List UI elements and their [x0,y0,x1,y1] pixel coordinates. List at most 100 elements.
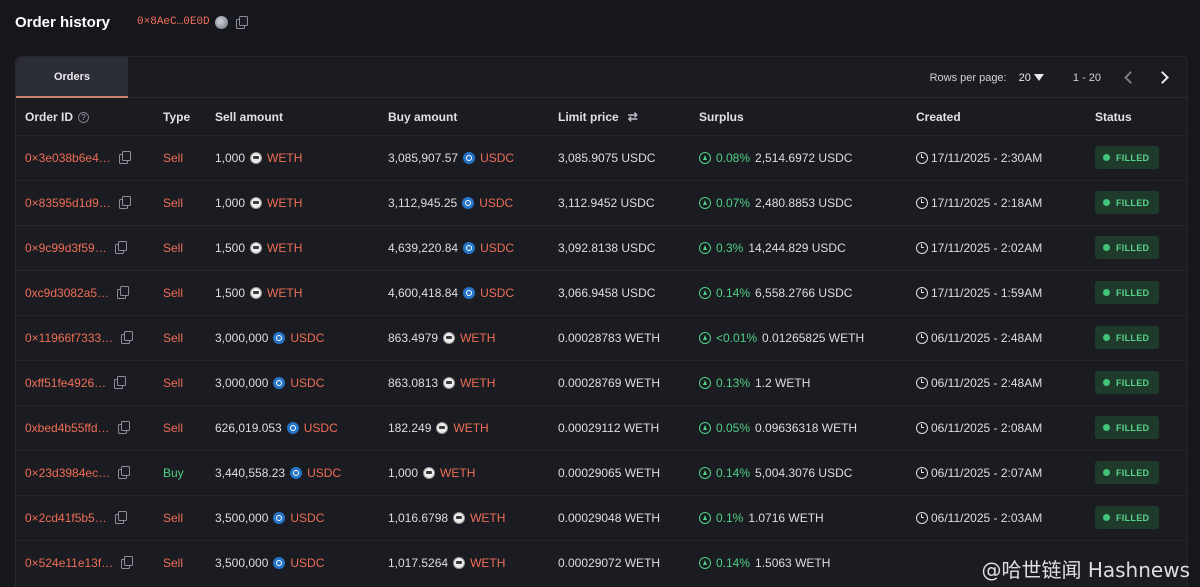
arrow-up-circle-icon [699,196,711,209]
order-id[interactable]: 0×23d3984ec… [25,465,111,480]
surplus-cell: 0.1% 1.0716 WETH [699,494,916,540]
copy-order-id-icon[interactable] [121,555,134,569]
table-row[interactable]: 0×3e038b6e4… Sell 1,000 WETH 3,085,907.57 USD… [16,134,1187,180]
sell-token[interactable]: WETH [267,150,303,165]
table-row[interactable]: 0×524e11e13f… Sell 3,500,000 USDC 1,017.5264… [16,539,1187,585]
chevron-right-icon[interactable] [1156,71,1169,84]
order-id[interactable]: 0×3e038b6e4… [25,150,111,165]
buy-token[interactable]: WETH [440,465,476,480]
surplus-amount: 1.0716 WETH [748,510,824,525]
col-sell-amount: Sell amount [215,109,284,124]
order-id-cell[interactable]: 0xff51fe4926… [16,359,163,405]
copy-order-id-icon[interactable] [114,240,127,254]
limit-price: 0.00029072 WETH [558,539,699,585]
sell-token[interactable]: WETH [267,240,303,255]
weth-icon [250,286,263,299]
status-badge: FILLED [1095,281,1159,304]
copy-address-icon[interactable] [235,16,248,29]
rows-per-page-select[interactable]: 20 [1018,71,1031,84]
sell-token[interactable]: USDC [290,510,325,525]
table-row[interactable]: 0xff51fe4926… Sell 3,000,000 USDC 863.0813 WE… [16,359,1187,405]
caret-down-icon[interactable] [1033,74,1044,81]
copy-order-id-icon[interactable] [118,195,131,209]
status-label: FILLED [1116,512,1150,523]
order-id[interactable]: 0xff51fe4926… [25,375,107,390]
sell-amount: 3,000,000 [215,375,269,390]
sell-token[interactable]: USDC [290,375,325,390]
surplus-cell: 0.07% 2,480.8853 USDC [699,179,916,225]
buy-amount-cell: 182.249 WETH [388,404,558,450]
col-limit-price: Limit price ⇄ [558,109,638,124]
status-dot-icon [1103,514,1110,521]
help-icon[interactable]: ? [78,111,90,123]
buy-token[interactable]: WETH [460,375,496,390]
order-id[interactable]: 0xbed4b55ffd… [25,420,110,435]
usdc-icon [286,421,299,434]
copy-order-id-icon[interactable] [114,510,127,524]
order-id[interactable]: 0×2cd41f5b5… [25,510,107,525]
order-id[interactable]: 0×9c99d3f59… [25,240,107,255]
chevron-left-icon[interactable] [1124,71,1137,84]
order-id[interactable]: 0×11966f7333… [25,330,114,345]
order-id-cell[interactable]: 0xbed4b55ffd… [16,404,163,450]
order-id-cell[interactable]: 0×2cd41f5b5… [16,494,163,540]
sell-token[interactable]: USDC [307,465,342,480]
buy-token[interactable]: USDC [480,240,515,255]
order-id[interactable]: 0×524e11e13f… [25,555,114,570]
copy-order-id-icon[interactable] [117,285,130,299]
sell-token[interactable]: USDC [303,420,338,435]
surplus-cell: 0.05% 0.09636318 WETH [699,404,916,450]
sell-token[interactable]: USDC [290,330,325,345]
order-type: Sell [163,134,215,180]
wallet-address[interactable]: 0×8AeC…0E0D [137,16,210,28]
table-row[interactable]: 0xc9d3082a5… Sell 1,500 WETH 4,600,418.84 USD… [16,269,1187,315]
buy-token[interactable]: WETH [460,330,496,345]
table-row[interactable]: 0×83595d1d9… Sell 1,000 WETH 3,112,945.25 USD… [16,179,1187,225]
order-id-cell[interactable]: 0×524e11e13f… [16,539,163,585]
table-row[interactable]: 0xbed4b55ffd… Sell 626,019.053 USDC 182.249 W… [16,404,1187,450]
buy-token[interactable]: USDC [479,195,514,210]
sell-amount: 3,000,000 [215,330,269,345]
order-id[interactable]: 0×83595d1d9… [25,195,111,210]
copy-order-id-icon[interactable] [118,465,131,479]
swap-icon[interactable]: ⇄ [627,109,638,124]
copy-order-id-icon[interactable] [117,420,130,434]
sell-amount-cell: 3,000,000 USDC [215,314,388,360]
sell-token[interactable]: WETH [267,195,303,210]
sell-token[interactable]: WETH [267,285,303,300]
buy-token[interactable]: WETH [453,420,489,435]
status-cell: FILLED [1095,449,1187,495]
order-id-cell[interactable]: 0xc9d3082a5… [16,269,163,315]
buy-token[interactable]: WETH [470,555,506,570]
surplus-cell: <0.01% 0.01265825 WETH [699,314,916,360]
table-row[interactable]: 0×9c99d3f59… Sell 1,500 WETH 4,639,220.84 USD… [16,224,1187,270]
copy-order-id-icon[interactable] [114,375,127,389]
table-row[interactable]: 0×2cd41f5b5… Sell 3,500,000 USDC 1,016.6798 W… [16,494,1187,540]
table-row[interactable]: 0×23d3984ec… Buy 3,440,558.23 USDC 1,000 WETH… [16,449,1187,495]
buy-token[interactable]: WETH [470,510,506,525]
buy-amount: 863.0813 [388,375,439,390]
surplus-amount: 0.01265825 WETH [762,330,865,345]
order-type: Sell [163,179,215,225]
copy-order-id-icon[interactable] [118,150,131,164]
order-id-cell[interactable]: 0×9c99d3f59… [16,224,163,270]
order-id-cell[interactable]: 0×23d3984ec… [16,449,163,495]
order-id-cell[interactable]: 0×83595d1d9… [16,179,163,225]
limit-price: 0.00029065 WETH [558,449,699,495]
order-id[interactable]: 0xc9d3082a5… [25,285,110,300]
sell-amount-cell: 1,000 WETH [215,179,388,225]
order-id-cell[interactable]: 0×11966f7333… [16,314,163,360]
tab-orders[interactable]: Orders [16,57,128,98]
table-row[interactable]: 0×11966f7333… Sell 3,000,000 USDC 863.4979 WE… [16,314,1187,360]
col-surplus: Surplus [699,109,744,124]
sell-token[interactable]: USDC [290,555,325,570]
surplus-percent: 0.14% [716,465,751,480]
buy-token[interactable]: USDC [480,285,515,300]
buy-amount-cell: 4,639,220.84 USDC [388,224,558,270]
usdc-icon [290,466,303,479]
copy-order-id-icon[interactable] [121,330,134,344]
order-id-cell[interactable]: 0×3e038b6e4… [16,134,163,180]
surplus-amount: 5,004.3076 USDC [755,465,853,480]
status-dot-icon [1103,244,1110,251]
buy-token[interactable]: USDC [480,150,515,165]
